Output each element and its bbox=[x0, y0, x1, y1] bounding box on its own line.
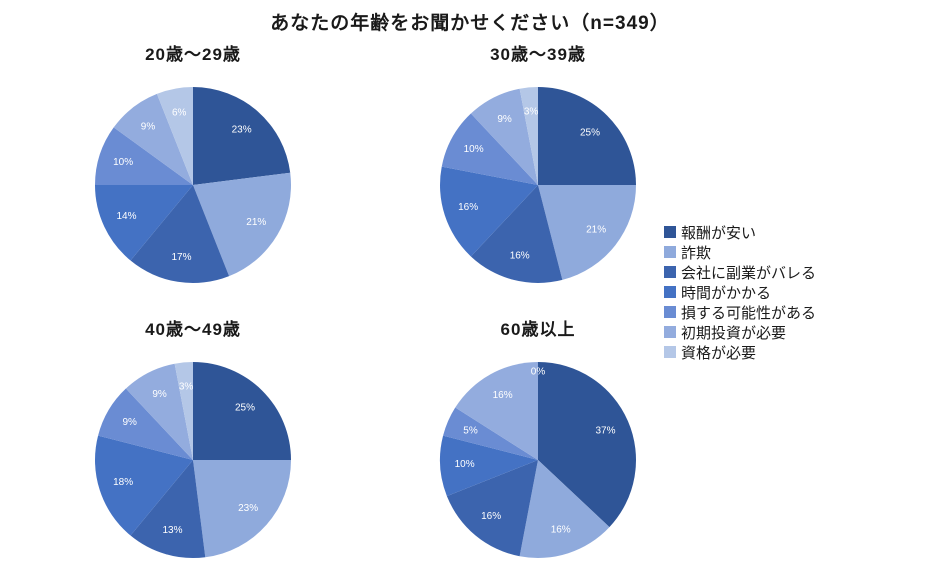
legend-swatch bbox=[664, 306, 676, 318]
pie-data-label: 10% bbox=[455, 459, 475, 470]
pie-data-label: 25% bbox=[580, 128, 600, 139]
pie-slice bbox=[98, 388, 193, 460]
pie-data-label: 3% bbox=[179, 381, 194, 392]
pie-slice bbox=[470, 185, 563, 283]
legend-item: 初期投資が必要 bbox=[664, 322, 816, 342]
pie-data-label: 13% bbox=[162, 525, 182, 536]
legend-item: 詐欺 bbox=[664, 242, 816, 262]
pie-slice bbox=[95, 127, 193, 185]
pie-slice bbox=[174, 362, 193, 460]
legend-item: 報酬が安い bbox=[664, 222, 816, 242]
legend-label: 損する可能性がある bbox=[681, 304, 817, 322]
pie-slice bbox=[440, 166, 538, 257]
pie-data-label: 9% bbox=[122, 417, 137, 428]
pie-slice bbox=[519, 460, 610, 558]
legend-item: 時間がかかる bbox=[664, 282, 816, 302]
pie-svg-20s: 23% 21% 17% 14% 10% 9% 6% bbox=[95, 87, 292, 284]
legend: 報酬が安い詐欺会社に副業がバレる 時間がかかる損する可能性がある 初期投資が必要 資格… bbox=[664, 222, 816, 362]
pie-data-label: 10% bbox=[113, 157, 133, 168]
pie-slice bbox=[193, 87, 291, 185]
pie-slice bbox=[455, 362, 538, 460]
pie-data-label: 14% bbox=[116, 211, 136, 222]
pie-data-label: 9% bbox=[141, 121, 156, 132]
pie-data-label: 9% bbox=[497, 114, 512, 125]
pie-svg-40s: 25% 23% 13% 18% 9% 9% 3% bbox=[95, 362, 291, 559]
pie-data-label: 0% bbox=[531, 366, 546, 377]
pie-slice bbox=[95, 185, 193, 261]
pie-slice bbox=[193, 362, 291, 460]
pie-slice bbox=[193, 172, 292, 277]
pie-slice bbox=[441, 113, 538, 185]
pie-slice bbox=[446, 460, 538, 557]
pie-title-20s: 20歳〜29歳 bbox=[145, 45, 241, 64]
pie-title-30s: 30歳〜39歳 bbox=[490, 45, 586, 64]
legend-swatch bbox=[664, 346, 676, 358]
pie-slice bbox=[193, 460, 291, 558]
pie-data-label: 16% bbox=[510, 251, 530, 262]
pie-data-label: 21% bbox=[586, 225, 606, 236]
legend-label: 報酬が安い bbox=[681, 224, 757, 242]
pie-data-label: 23% bbox=[238, 503, 258, 514]
pie-data-label: 18% bbox=[113, 477, 133, 488]
pie-chart-40s: 40歳〜49歳 25% 23% 13% 18% 9% 9% 3% bbox=[73, 317, 313, 565]
legend-swatch bbox=[664, 286, 676, 298]
legend-item: 会社に副業がバレる bbox=[664, 262, 816, 282]
pie-data-label: 16% bbox=[493, 390, 513, 401]
pie-data-label: 37% bbox=[595, 425, 615, 436]
pie-slice bbox=[113, 93, 193, 185]
pie-data-label: 6% bbox=[172, 107, 187, 118]
pie-data-label: 23% bbox=[232, 124, 252, 135]
pie-data-label: 16% bbox=[481, 511, 501, 522]
pie-data-label: 25% bbox=[235, 403, 255, 414]
pie-slice bbox=[519, 87, 538, 185]
pie-slice bbox=[125, 363, 193, 460]
legend-item: 資格が必要 bbox=[664, 342, 816, 362]
pie-data-label: 17% bbox=[171, 252, 191, 263]
pie-slice bbox=[95, 435, 193, 536]
pie-slice bbox=[130, 460, 206, 559]
pie-data-label: 5% bbox=[463, 425, 478, 436]
legend-label: 会社に副業がバレる bbox=[681, 264, 817, 282]
pie-slice bbox=[156, 87, 193, 185]
pie-title-40s: 40歳〜49歳 bbox=[145, 320, 241, 339]
pie-data-label: 21% bbox=[246, 217, 266, 228]
pie-data-label: 9% bbox=[152, 389, 167, 400]
pie-chart-30s: 30歳〜39歳 25% 21% 16% 16% 10% 9% 3% bbox=[418, 42, 658, 290]
pie-slice bbox=[130, 185, 230, 284]
pie-slice bbox=[538, 87, 636, 185]
pie-svg-30s: 25% 21% 16% 16% 10% 9% 3% bbox=[440, 87, 636, 283]
legend-item: 損する可能性がある bbox=[664, 302, 816, 322]
pie-data-label: 10% bbox=[464, 144, 484, 155]
legend-swatch bbox=[664, 266, 676, 278]
legend-swatch bbox=[664, 246, 676, 258]
pie-data-label: 3% bbox=[524, 106, 539, 117]
pie-chart-60plus: 60歳以上 37% 16% 16% 10% 5% 16% 0% bbox=[418, 317, 658, 565]
pie-slice bbox=[443, 407, 538, 460]
chart-title: あなたの年齢をお聞かせください（n=349） bbox=[270, 13, 670, 34]
pie-chart-20s: 20歳〜29歳 23% 21% 17% 14% 10% 9% 6% bbox=[73, 42, 313, 290]
legend-label: 詐欺 bbox=[681, 244, 712, 262]
legend-label: 資格が必要 bbox=[681, 344, 757, 362]
legend-label: 時間がかかる bbox=[681, 284, 772, 302]
pie-title-60plus: 60歳以上 bbox=[500, 320, 576, 339]
legend-label: 初期投資が必要 bbox=[681, 324, 787, 342]
legend-swatch bbox=[664, 226, 676, 238]
pie-svg-60plus: 37% 16% 16% 10% 5% 16% 0% bbox=[439, 362, 637, 558]
pie-slice bbox=[439, 435, 538, 497]
legend-swatch bbox=[664, 326, 676, 338]
pie-slice bbox=[538, 185, 636, 280]
pie-slice bbox=[538, 362, 637, 528]
pie-slice bbox=[470, 88, 538, 185]
pie-data-label: 16% bbox=[551, 524, 571, 535]
pie-data-label: 16% bbox=[458, 202, 478, 213]
